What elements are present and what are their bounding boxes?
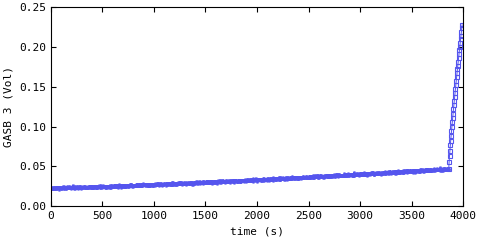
X-axis label: time (s): time (s) bbox=[230, 227, 284, 237]
Y-axis label: GASB 3 (Vol): GASB 3 (Vol) bbox=[3, 66, 13, 147]
